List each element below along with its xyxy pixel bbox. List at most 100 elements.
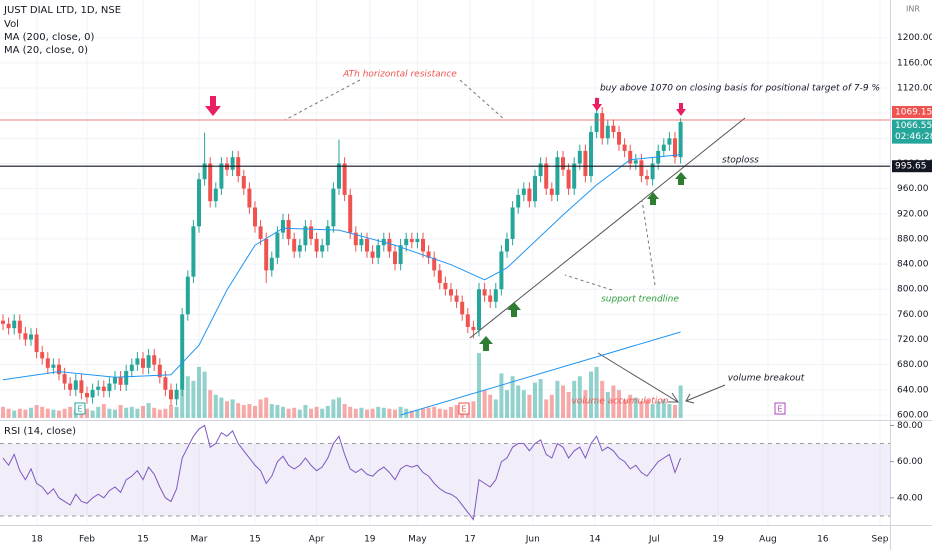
- volume-bar: [264, 397, 269, 418]
- candle-body: [421, 238, 425, 252]
- candle-body: [213, 188, 218, 202]
- candle-body: [359, 238, 364, 246]
- candle-body: [409, 238, 414, 243]
- volume-bar: [639, 401, 644, 418]
- candle-body: [174, 389, 179, 400]
- volume-bar: [180, 390, 185, 418]
- volume-bar: [269, 404, 274, 418]
- volume-bar: [309, 408, 313, 418]
- volume-bar: [1, 406, 5, 418]
- volume-bar: [96, 406, 101, 418]
- volume-bar: [370, 408, 375, 418]
- price-label-box: [892, 160, 932, 173]
- rsi-title: RSI (14, close): [4, 426, 76, 437]
- volume-bar: [409, 410, 414, 418]
- candle-body: [521, 188, 526, 195]
- earnings-label: E: [777, 405, 782, 414]
- candle-body: [1, 320, 5, 324]
- candle-body: [426, 251, 431, 258]
- ma20-line: [2, 154, 681, 381]
- candle-body: [51, 364, 56, 368]
- candle-body: [124, 370, 129, 385]
- volume-bar: [555, 380, 560, 418]
- volume-bar: [605, 392, 610, 418]
- candle-body: [320, 245, 325, 252]
- candle-body: [73, 380, 78, 390]
- volume-bar: [376, 406, 381, 418]
- x-tick-label: 19: [712, 535, 724, 545]
- candle-body: [135, 358, 140, 365]
- candle-body: [157, 364, 162, 378]
- candle-body: [180, 314, 185, 390]
- candle-body: [286, 220, 291, 239]
- volume-bar: [45, 408, 50, 418]
- annotation: stoploss: [722, 156, 759, 166]
- down-arrow: [676, 103, 686, 116]
- volume-bar: [169, 405, 173, 418]
- arrow-line: [685, 384, 726, 402]
- candle-body: [594, 113, 599, 133]
- volume-bar: [281, 406, 285, 418]
- volume-bar: [488, 394, 493, 418]
- candle-body: [17, 320, 22, 334]
- dashed-pointer: [284, 79, 361, 121]
- volume-bar: [633, 397, 638, 418]
- volume-bar: [437, 408, 442, 418]
- volume-bar: [510, 376, 515, 418]
- volume-bar: [146, 403, 151, 418]
- candle-body: [365, 238, 369, 252]
- candle-body: [219, 163, 224, 189]
- candle-body: [415, 238, 420, 243]
- candle-layer: [1, 97, 683, 406]
- volume-bar: [622, 399, 627, 418]
- volume-bar: [152, 407, 157, 418]
- y-tick-label: 960.00: [897, 184, 929, 194]
- candle-body: [437, 270, 442, 283]
- x-tick-label: Aug: [759, 535, 777, 545]
- volume-bar: [202, 371, 207, 418]
- candle-body: [633, 160, 638, 164]
- x-tick-label: Jun: [525, 535, 540, 545]
- volume-bar: [325, 405, 330, 418]
- volume-bar: [661, 399, 666, 418]
- candle-body: [191, 226, 196, 277]
- volume-bar: [292, 407, 297, 418]
- volume-bar: [118, 405, 123, 418]
- volume-bar: [493, 399, 498, 418]
- candle-body: [348, 194, 353, 233]
- volume-bar: [208, 390, 213, 418]
- annotation: ATh horizontal resistance: [342, 70, 457, 80]
- candle-body: [292, 238, 297, 252]
- candle-body: [79, 380, 84, 393]
- candle-body: [141, 358, 145, 368]
- volume-bar: [275, 405, 280, 418]
- candle-body: [197, 179, 201, 227]
- candle-body: [510, 207, 515, 239]
- candle-body: [555, 157, 560, 195]
- earnings-label: E: [461, 405, 466, 414]
- up-arrow: [647, 192, 659, 205]
- candle-body: [269, 257, 274, 271]
- arrow-head: [685, 393, 695, 404]
- dashed-pointer: [564, 274, 613, 291]
- x-tick-label: 15: [249, 535, 260, 545]
- volume-bar: [521, 390, 526, 418]
- candle-body: [275, 232, 280, 258]
- candle-body: [477, 289, 481, 331]
- candle-body: [253, 207, 257, 227]
- volume-bar: [533, 382, 537, 418]
- y-tick-label: 1120.00: [897, 84, 932, 94]
- volume-bar: [303, 405, 308, 418]
- y-tick-label: 800.00: [897, 285, 929, 295]
- candle-body: [387, 238, 392, 252]
- x-tick-label: Apr: [309, 535, 325, 545]
- candle-body: [146, 355, 151, 368]
- candle-body: [12, 320, 17, 329]
- x-tick-label: 15: [137, 535, 148, 545]
- candle-body: [241, 176, 246, 189]
- volume-bar: [191, 380, 196, 418]
- volume-bar: [141, 405, 145, 418]
- x-tick-label: 17: [464, 535, 475, 545]
- candle-body: [667, 138, 672, 145]
- volume-bar: [527, 394, 532, 418]
